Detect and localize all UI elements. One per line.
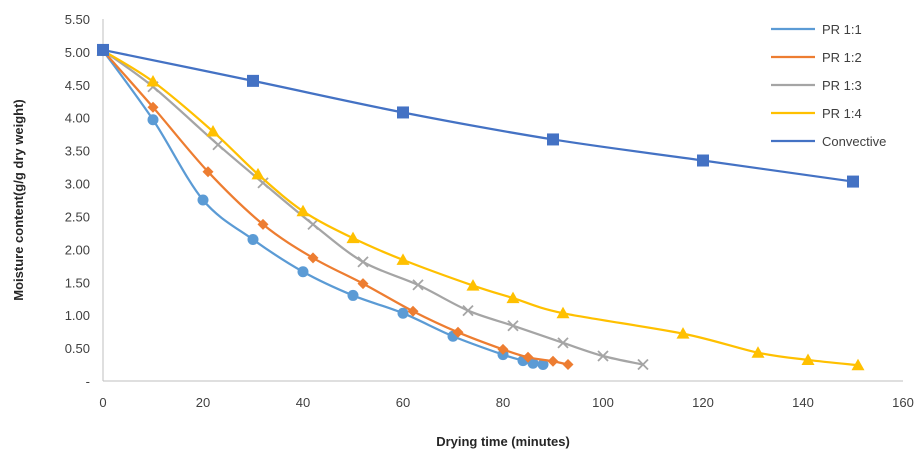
data-point-pr-1-3 [597,350,609,362]
series-line-convective [102,48,854,183]
series-pr-1-1 [97,45,549,371]
data-point-pr-1-3 [637,358,649,371]
data-point-pr-1-1 [197,194,209,206]
data-point-pr-1-2 [452,326,464,338]
x-tick-label: 40 [296,395,310,410]
y-tick-label: 0.50 [65,341,90,356]
series-pr-1-4 [96,44,865,371]
series-line-pr-1-1 [102,49,544,366]
data-point-pr-1-4 [751,346,765,358]
data-point-pr-1-3 [357,256,369,268]
data-point-pr-1-4 [851,358,865,371]
x-tick-label: 20 [196,395,210,410]
y-tick-labels: - 0.50 1.00 1.50 2.00 2.50 3.00 3.50 4.00 4.50 5.0… [65,12,90,389]
data-point-pr-1-4 [676,327,690,339]
data-point-pr-1-2 [562,359,574,371]
y-tick-label: 5.00 [65,45,90,60]
y-tick-label: 1.50 [65,275,90,290]
x-axis-title: Drying time (minutes) [436,434,570,449]
data-point-pr-1-2 [357,278,369,290]
data-point-pr-1-4 [206,125,220,137]
data-point-pr-1-1 [397,307,409,319]
data-point-convective [547,133,559,146]
data-point-pr-1-1 [347,289,359,301]
data-point-pr-1-2 [257,218,269,230]
x-tick-label: 0 [99,395,106,410]
data-point-pr-1-2 [147,101,159,113]
data-point-pr-1-2 [522,351,534,363]
series-pr-1-3 [97,44,649,371]
data-point-pr-1-4 [251,167,265,180]
y-tick-label: 5.50 [65,12,90,27]
x-tick-label: 80 [496,395,510,410]
legend-item-pr-1-4: PR 1:4 [771,106,862,121]
data-point-convective [97,43,109,56]
y-tick-label: 1.00 [65,308,90,323]
legend-label: PR 1:3 [822,78,862,93]
data-point-pr-1-3 [307,218,319,230]
axes: 0 20 40 60 80 100 120 140 160 - 0.50 1.00 1.50 2.00 2… [11,12,914,449]
data-point-convective [847,175,859,188]
data-point-pr-1-3 [507,320,519,332]
data-point-pr-1-3 [557,337,569,349]
legend-label: PR 1:2 [822,50,862,65]
y-tick-label: 4.00 [65,111,90,126]
y-axis-title: Moisture content(g/g dry weight) [11,99,26,301]
legend-item-pr-1-1: PR 1:1 [771,22,862,37]
legend-label: Convective [822,134,886,149]
data-point-pr-1-4 [801,353,815,365]
y-tick-label: 4.50 [65,78,90,93]
data-point-pr-1-4 [396,253,410,265]
data-point-convective [247,74,259,87]
x-tick-label: 60 [396,395,410,410]
y-tick-label: 2.50 [65,209,90,224]
data-point-pr-1-1 [297,266,309,278]
data-point-pr-1-1 [247,233,259,245]
data-point-convective [697,154,709,167]
series-convective [97,43,859,188]
series-group [96,43,865,371]
data-point-convective [397,106,409,119]
x-tick-labels: 0 20 40 60 80 100 120 140 160 [99,395,913,410]
data-point-pr-1-1 [537,359,549,371]
x-tick-label: 100 [592,395,614,410]
data-point-pr-1-4 [556,306,570,319]
data-point-pr-1-3 [462,304,474,317]
data-point-pr-1-2 [497,343,509,355]
legend-item-pr-1-3: PR 1:3 [771,78,862,93]
legend-label: PR 1:1 [822,22,862,37]
data-point-pr-1-2 [307,252,319,264]
data-point-pr-1-2 [547,355,559,367]
data-point-pr-1-3 [212,139,224,151]
data-point-pr-1-3 [257,177,269,189]
x-tick-label: 160 [892,395,914,410]
data-point-pr-1-3 [412,279,424,291]
legend-item-pr-1-2: PR 1:2 [771,50,862,65]
series-line-pr-1-4 [102,49,859,367]
data-point-pr-1-4 [466,279,480,291]
y-tick-label: 3.50 [65,144,90,159]
x-tick-label: 140 [792,395,814,410]
data-point-pr-1-4 [296,204,310,217]
y-tick-label: - [86,374,90,389]
y-tick-label: 2.00 [65,242,90,257]
data-point-pr-1-4 [506,291,520,304]
data-point-pr-1-2 [407,305,419,317]
x-tick-label: 120 [692,395,714,410]
legend-item-convective: Convective [771,134,886,149]
data-point-pr-1-4 [146,75,160,87]
data-point-pr-1-1 [147,114,159,126]
data-point-pr-1-2 [202,166,214,178]
y-tick-label: 3.00 [65,177,90,192]
legend: PR 1:1 PR 1:2 PR 1:3 PR 1:4 Convective [771,22,886,149]
legend-label: PR 1:4 [822,106,862,121]
data-point-pr-1-4 [346,231,360,244]
